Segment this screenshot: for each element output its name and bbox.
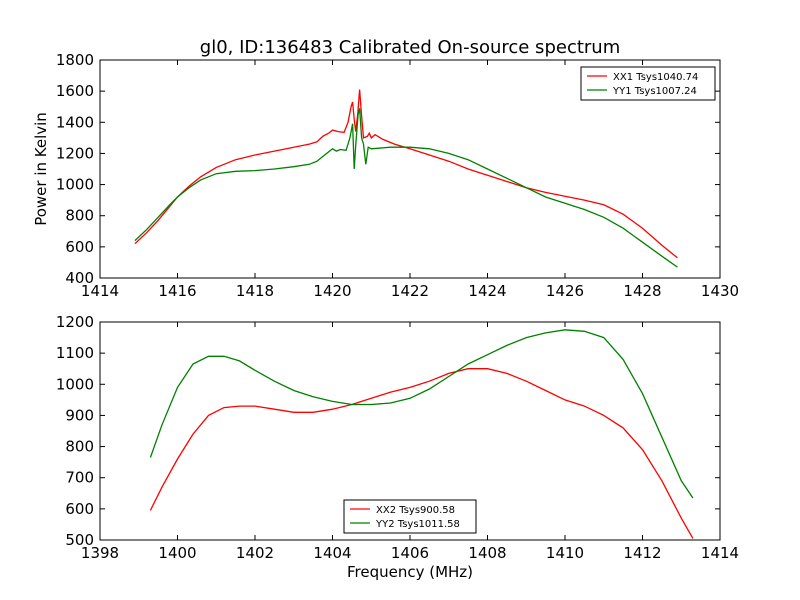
y-tick-label: 1100 [56,344,94,362]
legend-label: XX1 Tsys1040.74 [613,72,698,83]
x-tick-label: 1426 [546,282,584,300]
y-tick-label: 1600 [56,82,94,100]
x-tick-label: 1406 [391,544,429,562]
x-tick-label: 1410 [546,544,584,562]
y-tick-label: 700 [65,469,94,487]
y-tick-label: 800 [65,438,94,456]
x-tick-label: 1416 [158,282,196,300]
y-tick-label: 1800 [56,51,94,69]
y-axis-title: Power in Kelvin [32,112,50,226]
y-tick-label: 600 [65,500,94,518]
legend: XX1 Tsys1040.74 YY1 Tsys1007.24 [580,66,716,101]
x-tick-label: 1404 [313,544,351,562]
x-tick-label: 1428 [623,282,661,300]
x-tick-label: 1420 [313,282,351,300]
y-tick-label: 1000 [56,176,94,194]
x-tick-label: 1398 [81,544,119,562]
x-tick-label: 1414 [701,544,739,562]
series-line-1-1 [149,329,694,499]
x-tick-label: 1430 [701,282,739,300]
y-tick-label: 800 [65,207,94,225]
legend-label: YY2 Tsys1011.58 [375,519,460,530]
legend-label: XX2 Tsys900.58 [376,505,455,516]
series-line-1-0 [149,368,694,539]
y-tick-label: 1200 [56,144,94,162]
x-tick-label: 1418 [236,282,274,300]
x-tick-label: 1422 [391,282,429,300]
x-tick-label: 1408 [468,544,506,562]
chart-title: gl0, ID:136483 Calibrated On-source spec… [200,37,620,58]
y-tick-label: 1400 [56,113,94,131]
y-tick-label: 1000 [56,375,94,393]
series-line-0-1 [134,108,678,268]
legend: XX2 Tsys900.58 YY2 Tsys1011.58 [343,499,477,534]
x-tick-label: 1424 [468,282,506,300]
y-tick-label: 500 [65,531,94,549]
y-tick-label: 1200 [56,313,94,331]
x-tick-label: 1402 [236,544,274,562]
y-tick-label: 600 [65,238,94,256]
x-axis-title: Frequency (MHz) [347,563,473,581]
top-spectrum-panel: 1414 1416 1418 1420 1422 1424 1426 1428 1430 400 6… [56,51,739,300]
x-tick-label: 1412 [623,544,661,562]
x-tick-label: 1414 [81,282,119,300]
legend-box [343,499,477,534]
y-tick-label: 900 [65,406,94,424]
legend-box [580,66,716,101]
y-tick-label: 400 [65,269,94,287]
bottom-spectrum-panel: 1398 1400 1402 1404 1406 1408 1410 1412 1414 500 6… [56,313,739,562]
x-tick-label: 1400 [158,544,196,562]
legend-label: YY1 Tsys1007.24 [612,86,697,97]
